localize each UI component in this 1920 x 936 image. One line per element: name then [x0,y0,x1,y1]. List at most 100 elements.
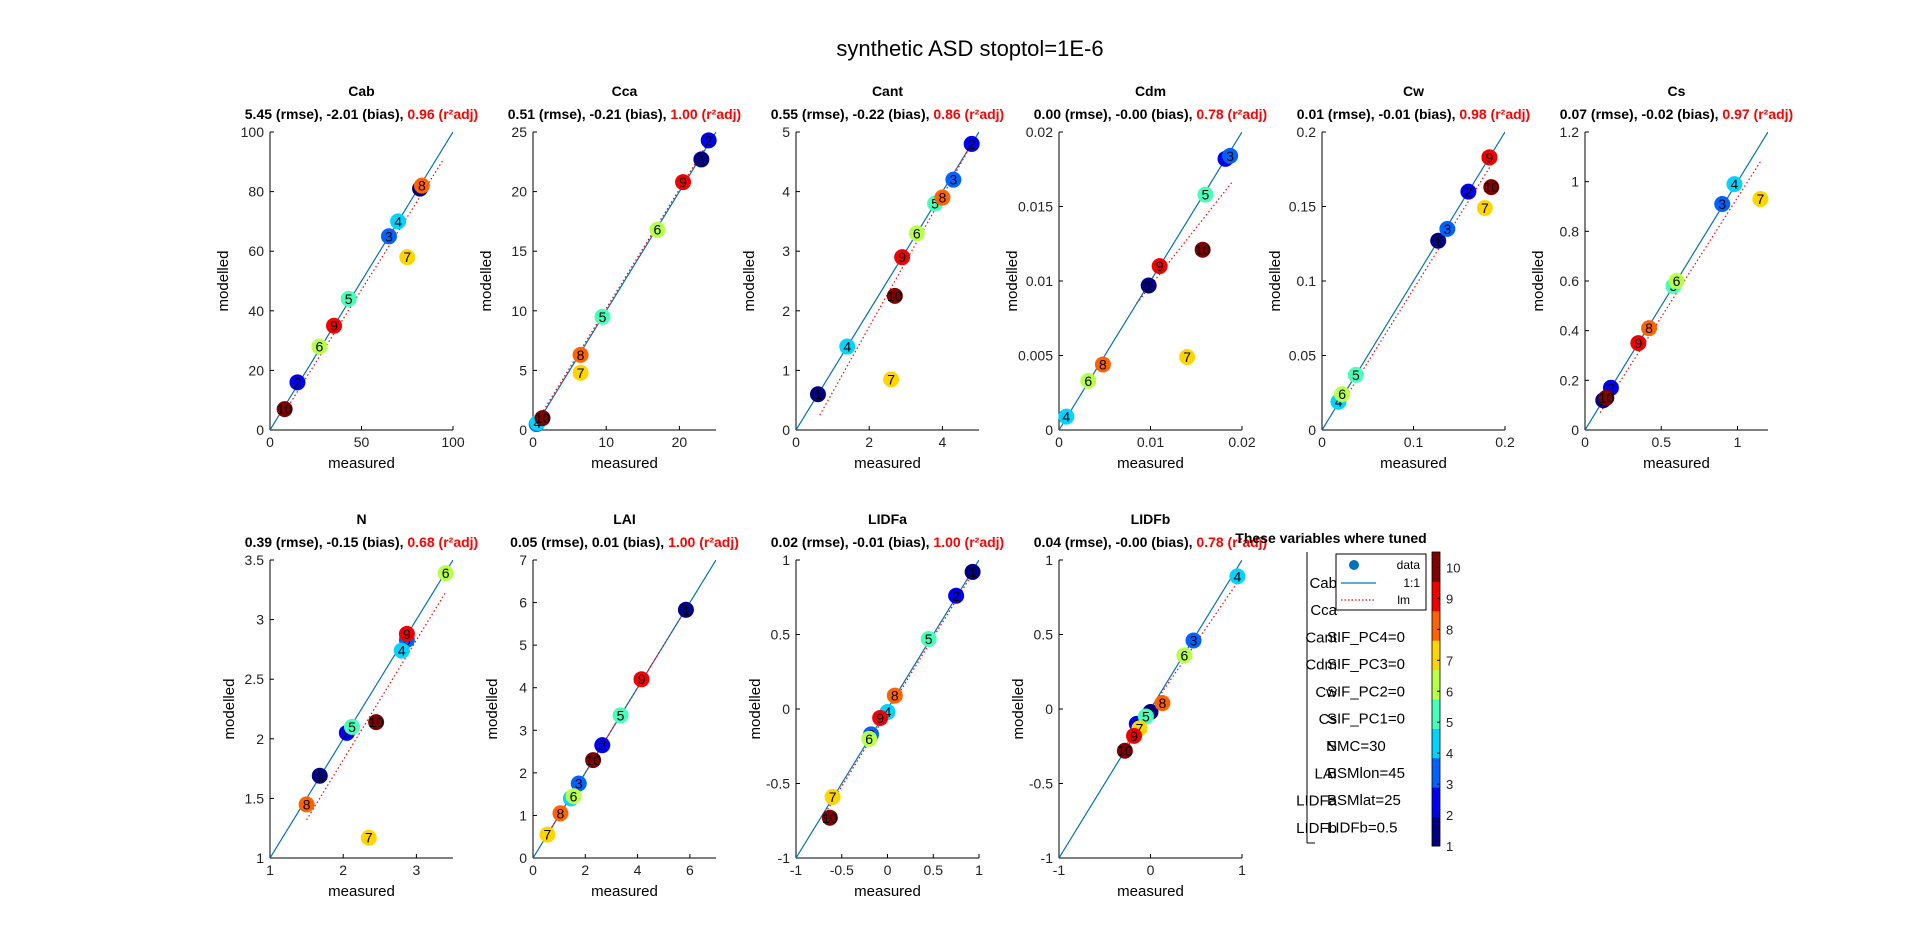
subplot-title: Cdm [1135,83,1166,99]
data-point-label: 7 [403,249,411,265]
colorbar-step [1432,757,1440,788]
data-point [1094,356,1111,373]
x-tick-label: 0 [1147,862,1155,878]
x-tick-label: 2 [865,434,873,450]
colorbar-tick-label: 10 [1446,560,1460,575]
colorbar-tick-label: 1 [1446,839,1453,854]
legend: data 1:1 lm [1335,553,1427,611]
x-tick-label: 4 [939,434,947,450]
y-tick-label: 60 [248,243,264,259]
y-tick-label: 80 [248,184,264,200]
rmse-value: 0.55 (rmse), [771,106,853,122]
data-point [1476,199,1493,216]
data-point [1630,335,1647,352]
y-tick-label: 20 [248,362,264,378]
r2-value: 0.78 (r²adj) [1196,534,1267,550]
data-point [963,135,980,152]
data-point-label: 9 [1130,728,1138,744]
data-point-label: 2 [968,136,976,152]
data-point [565,788,582,805]
lm-line [287,158,445,407]
subplot-n: N 0.39 (rmse), -0.15 (bias), 0.68 (r²adj)… [221,511,478,900]
data-point [594,308,611,325]
data-point-label: 10 [1599,390,1615,406]
data-point [413,177,430,194]
subplot-stats: 0.04 (rmse), -0.00 (bias), 0.78 (r²adj) [1034,534,1267,550]
rmse-value: 0.02 (rmse), [771,534,853,550]
data-point-label: 10 [822,810,838,826]
data-point-label: 2 [1465,184,1473,200]
x-tick-label: 0 [1581,434,1589,450]
subplot-title: LAI [613,511,636,527]
colorbar-step [1432,581,1440,612]
data-point-label: 5 [931,196,939,212]
data-point [1668,273,1685,289]
data-point [1229,568,1246,585]
data-point-label: 9 [1486,149,1494,165]
colorbar-step [1432,610,1440,641]
data-point [399,249,416,266]
y-tick-label: 0.02 [1026,124,1053,140]
data-point [289,374,306,391]
data-point-label: 3 [385,228,393,244]
data-point-label: 4 [398,643,406,659]
y-tick-label: 0.005 [1018,348,1053,364]
x-tick-label: 0 [792,434,800,450]
subplot-cant: Cant 0.55 (rmse), -0.22 (bias), 0.86 (r²a… [741,83,1004,472]
colorbar-tick-label: 7 [1446,653,1453,668]
data-point [920,630,937,647]
data-point [1080,372,1097,389]
data-point [1752,191,1769,208]
y-tick-label: 3 [256,612,264,628]
y-tick-label: -0.5 [1029,776,1053,792]
data-point-label: 6 [865,731,873,747]
y-tick-label: -1 [778,850,791,866]
legend-entry-data: data [1397,558,1421,572]
colorbar-step [1432,699,1440,729]
bias-value: -0.01 (bias), [852,534,933,550]
data-point-label: 6 [1084,373,1092,389]
bias-value: -0.00 (bias), [1115,106,1196,122]
data-point-label: 3 [1190,632,1198,648]
y-tick-label: 0.015 [1018,199,1053,215]
r2-value: 0.98 (r²adj) [1459,106,1530,122]
data-point [809,386,826,403]
y-tick-label: 0.4 [1560,323,1580,339]
colorbar-step [1432,640,1440,671]
y-tick-label: 0.8 [1560,223,1580,239]
r2-value: 0.96 (r²adj) [407,106,478,122]
y-tick-label: 10 [511,303,527,319]
subplot-cab: Cab 5.45 (rmse), -2.01 (bias), 0.96 (r²ad… [215,83,478,472]
tuned-variable-name: LIDFa [1296,793,1338,810]
data-point [675,174,692,191]
x-axis-label: measured [1380,455,1447,472]
data-point [534,410,551,427]
rmse-value: 0.07 (rmse), [1560,106,1642,122]
data-point-label: 8 [303,796,311,812]
x-tick-label: 0.5 [924,862,944,878]
data-point-label: 4 [884,704,892,720]
data-point-label: 7 [543,827,551,843]
data-point [1481,149,1498,166]
y-tick-label: 1 [1045,552,1053,568]
y-tick-label: 0 [1308,422,1316,438]
data-point [861,730,878,747]
data-point-label: 1 [697,151,705,167]
data-point-label: 3 [1226,148,1234,164]
subplot-lai: LAI 0.05 (rmse), 0.01 (bias), 1.00 (r²adj… [484,511,739,900]
data-point [894,249,911,266]
data-point-label: 5 [617,707,625,723]
y-tick-label: 0 [256,422,264,438]
data-point [1641,320,1658,337]
data-point-label: 1 [814,386,822,402]
data-point [934,189,951,206]
x-axis-label: measured [591,883,658,900]
data-point-label: 2 [705,132,713,148]
data-point [1179,348,1196,365]
y-axis-label: modelled [1267,251,1284,312]
x-axis-label: measured [1117,883,1184,900]
data-point-label: 10 [887,288,903,304]
x-tick-label: 2 [581,862,589,878]
tuned-variable-name: Cdm [1305,657,1337,674]
data-point-label: 8 [1645,320,1653,336]
